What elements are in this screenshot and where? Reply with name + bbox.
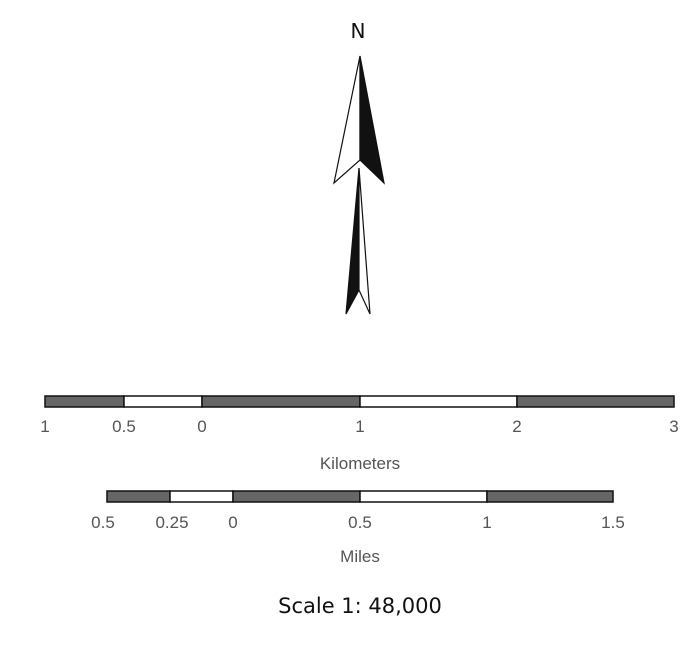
- km-tick-label: 1: [355, 417, 364, 436]
- km-tick-label: 1: [40, 417, 49, 436]
- km-segment-5: [516, 395, 675, 408]
- mi-tick-label: 1.5: [601, 513, 625, 532]
- mi-segment-1: [106, 490, 171, 503]
- mi-tick-label: 0: [228, 513, 237, 532]
- miles-scalebar: 0.5 0.25 0 0.5 1 1.5 Miles: [91, 490, 625, 566]
- km-tick-label: 0: [197, 417, 206, 436]
- mi-segment-3: [232, 490, 361, 503]
- mi-segment-2: [169, 490, 234, 503]
- mi-tick-label: 0.25: [155, 513, 188, 532]
- kilometers-scalebar: 1 0.5 0 1 2 3 Kilometers: [40, 395, 679, 473]
- km-segment-3: [201, 395, 361, 408]
- km-unit-label: Kilometers: [320, 454, 400, 473]
- km-segment-2: [123, 395, 203, 408]
- north-label: N: [351, 19, 366, 43]
- scale-ratio-text: Scale 1: 48,000: [278, 594, 442, 618]
- km-tick-label: 0.5: [112, 417, 136, 436]
- mi-segment-4: [359, 490, 488, 503]
- km-segment-1: [44, 395, 125, 408]
- mi-tick-label: 0.5: [91, 513, 115, 532]
- km-segment-4: [359, 395, 518, 408]
- mi-segment-5: [486, 490, 614, 503]
- km-tick-label: 2: [512, 417, 521, 436]
- mi-tick-label: 0.5: [348, 513, 372, 532]
- mi-tick-label: 1: [482, 513, 491, 532]
- km-tick-label: 3: [669, 417, 678, 436]
- mi-unit-label: Miles: [340, 547, 380, 566]
- north-arrow-icon: [333, 55, 385, 315]
